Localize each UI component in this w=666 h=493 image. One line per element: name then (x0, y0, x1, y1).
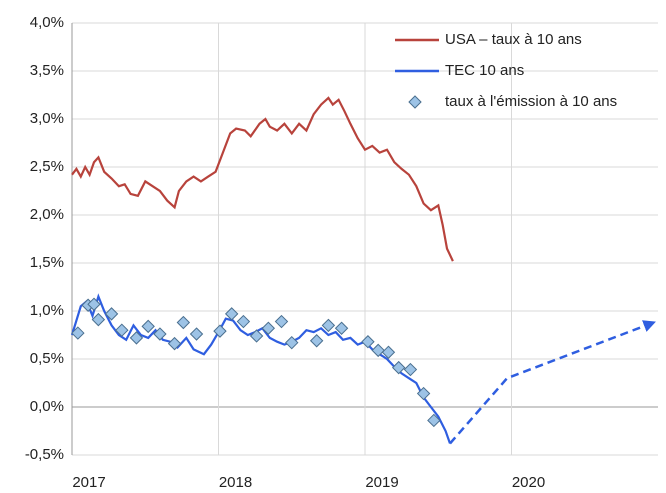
point (213, 324, 227, 338)
y-tick-label: 1,0% (30, 302, 64, 319)
point (403, 362, 418, 377)
point (115, 323, 129, 337)
point (167, 336, 182, 351)
point (224, 307, 239, 321)
point (236, 314, 251, 329)
y-tick-label: 0,5% (30, 350, 64, 367)
point (321, 318, 336, 333)
projection-line (449, 320, 656, 445)
y-tick-label: 4,0% (30, 14, 64, 31)
point (334, 321, 349, 335)
y-tick-label: 3,5% (30, 62, 64, 79)
point (427, 413, 441, 428)
y-tick-label: 3,0% (30, 110, 64, 127)
line (70, 293, 452, 444)
point (71, 326, 85, 340)
legend-label: TEC 10 ans (445, 62, 524, 79)
point (416, 386, 431, 401)
y-tick-label: 0,0% (30, 398, 64, 415)
point (87, 297, 101, 311)
y-tick-label: 1,5% (30, 254, 64, 271)
line (71, 96, 454, 262)
point (309, 334, 324, 348)
point (189, 327, 204, 341)
y-tick-label: 2,5% (30, 158, 64, 175)
point (274, 314, 289, 329)
point (285, 335, 299, 350)
y-tick-label: -0,5% (25, 446, 64, 463)
point (381, 345, 396, 359)
point (141, 319, 155, 334)
point (261, 321, 276, 335)
x-tick-label: 2020 (512, 474, 545, 491)
point (129, 331, 144, 345)
legend-marker (408, 95, 422, 109)
point (153, 327, 167, 341)
legend-label: USA – taux à 10 ans (445, 31, 582, 48)
point (176, 315, 191, 330)
point (91, 312, 106, 327)
point (249, 329, 264, 343)
legend-label: taux à l'émission à 10 ans (445, 93, 617, 110)
x-tick-label: 2019 (365, 474, 398, 491)
point (104, 307, 119, 321)
point (391, 360, 406, 375)
y-tick-label: 2,0% (30, 206, 64, 223)
point (371, 343, 385, 358)
x-tick-label: 2018 (219, 474, 252, 491)
x-tick-label: 2017 (72, 474, 105, 491)
point (361, 335, 375, 349)
